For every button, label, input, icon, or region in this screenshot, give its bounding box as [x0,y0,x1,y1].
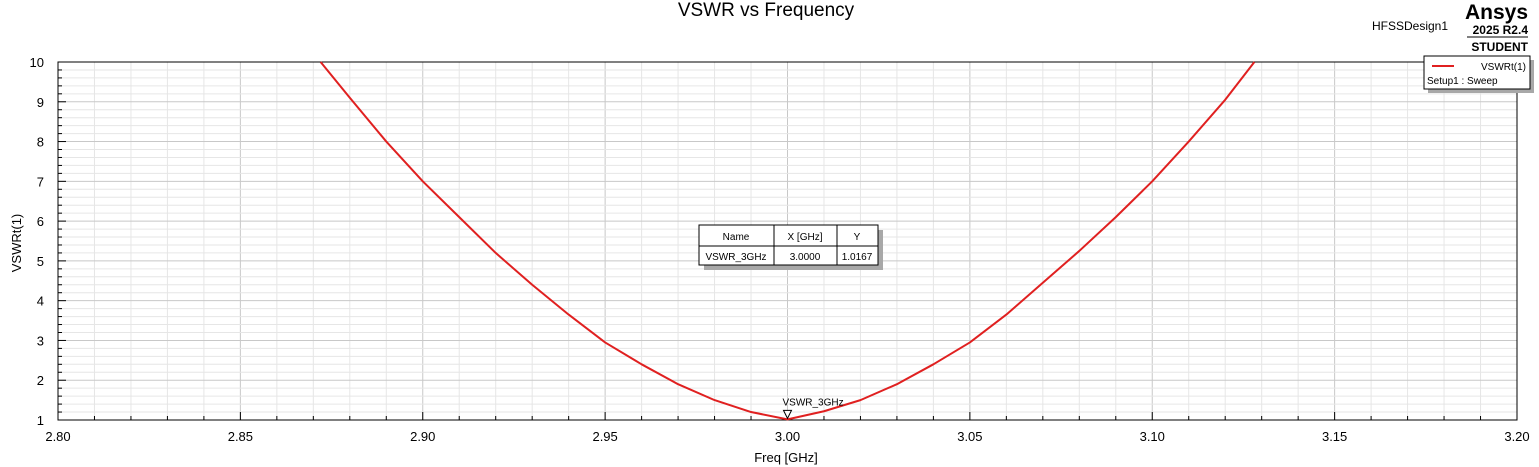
version-label: 2025 R2.4 [1473,23,1529,37]
marker-label: VSWR_3GHz [783,397,844,408]
x-tick-label: 3.20 [1504,429,1529,444]
legend[interactable]: VSWRt(1) Setup1 : Sweep [1423,55,1534,93]
x-tick-label: 3.00 [775,429,800,444]
edition-label: STUDENT [1471,40,1528,54]
marker-triangle-icon [782,409,793,420]
y-tick-label: 9 [37,95,44,110]
marker-vswr-3ghz[interactable]: VSWR_3GHz [782,397,844,420]
marker-table[interactable]: Name X [GHz] Y VSWR_3GHz 3.0000 1.0167 [698,224,883,270]
y-tick-label: 6 [37,214,44,229]
y-tick-labels: 1 2 3 4 5 6 7 8 9 10 [30,55,44,428]
x-tick-label: 2.80 [45,429,70,444]
x-tick-label: 2.90 [410,429,435,444]
x-tick-label: 3.05 [957,429,982,444]
x-tick-label: 3.10 [1140,429,1165,444]
grid [57,61,1518,421]
y-tick-label: 7 [37,174,44,189]
y-tick-label: 8 [37,135,44,150]
brand-name: Ansys [1465,1,1528,24]
marker-table-cell-x: 3.0000 [790,252,821,263]
chart-title: VSWR vs Frequency [678,0,855,21]
x-tick-label: 3.15 [1322,429,1347,444]
y-tick-label: 5 [37,254,44,269]
x-tick-label: 2.95 [592,429,617,444]
y-tick-label: 4 [37,294,44,309]
marker-table-header-x: X [GHz] [787,232,822,243]
marker-table-cell-name: VSWR_3GHz [705,252,766,263]
legend-box [1423,55,1531,90]
marker-table-header-y: Y [854,232,861,243]
y-axis-label: VSWRt(1) [9,214,24,273]
legend-trace-label: VSWRt(1) [1481,62,1526,73]
x-tick-label: 2.85 [228,429,253,444]
marker-table-frame [698,224,879,266]
y-tick-label: 1 [37,413,44,428]
axis-ticks [57,61,1518,421]
marker-table-cell-y: 1.0167 [842,252,873,263]
project-name: HFSSDesign1 [1372,19,1448,33]
x-axis-label: Freq [GHz] [754,450,818,465]
y-tick-label: 2 [37,373,44,388]
legend-setup-label: Setup1 : Sweep [1427,76,1498,87]
marker-table-header-name: Name [723,232,750,243]
y-tick-label: 3 [37,333,44,348]
y-tick-label: 10 [30,55,44,70]
x-tick-labels: 2.80 2.85 2.90 2.95 3.00 3.05 3.10 3.15 3.20 [45,429,1529,444]
